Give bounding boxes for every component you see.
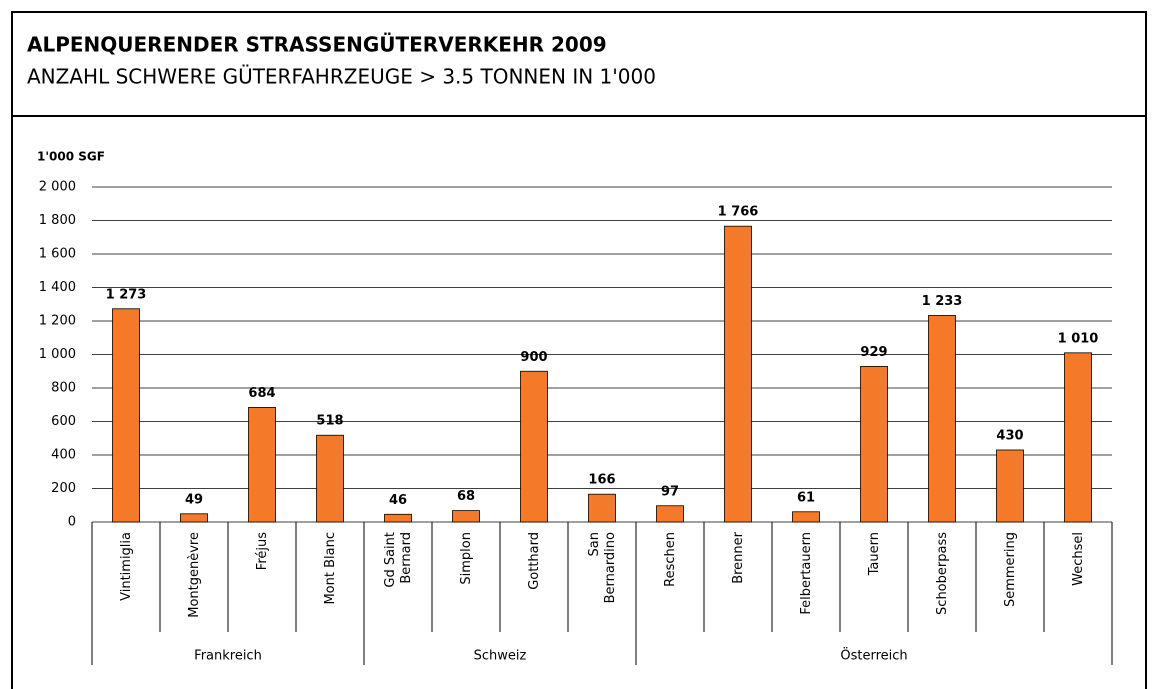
bar <box>996 449 1024 523</box>
y-tick-label: 1 200 <box>39 314 76 329</box>
x-tick-label: Vintimiglia <box>119 532 134 601</box>
y-tick-label: 0 <box>68 515 76 530</box>
y-tick-label: 1 600 <box>39 247 76 262</box>
value-label: 900 <box>520 350 547 365</box>
y-tick-label: 1 800 <box>39 213 76 228</box>
value-label: 1 273 <box>106 287 147 302</box>
y-tick-label: 600 <box>51 414 76 429</box>
value-label: 1 010 <box>1058 331 1099 346</box>
bar <box>1064 352 1092 523</box>
value-label: 430 <box>996 428 1023 443</box>
value-label: 1 766 <box>718 205 759 220</box>
x-tick-label: Gd SaintBernard <box>383 532 414 588</box>
bar <box>656 505 684 523</box>
x-tick-label: Semmering <box>1003 532 1018 607</box>
chart-subtitle: ANZAHL SCHWERE GÜTERFAHRZEUGE > 3.5 TONN… <box>27 65 656 89</box>
x-tick-label: Mont Blanc <box>323 532 338 605</box>
group-label: Schweiz <box>474 649 527 664</box>
bar <box>112 308 140 523</box>
y-tick-label: 200 <box>51 481 76 496</box>
y-tick-label: 2 000 <box>39 180 76 195</box>
bar <box>588 493 616 523</box>
frame <box>11 11 1147 689</box>
bar <box>452 510 480 523</box>
bar <box>724 225 752 523</box>
y-tick-label: 400 <box>51 448 76 463</box>
y-tick-label: 1 400 <box>39 280 76 295</box>
x-tick-label: Reschen <box>663 532 678 587</box>
value-label: 97 <box>661 484 679 499</box>
chart-title: ALPENQUERENDER STRASSENGÜTERVERKEHR 2009 <box>27 33 607 57</box>
bar <box>248 407 276 523</box>
y-tick-label: 1 000 <box>39 347 76 362</box>
bar <box>860 365 888 523</box>
bar <box>316 434 344 523</box>
x-tick-label: Montgenèvre <box>187 532 202 618</box>
value-label: 684 <box>248 386 275 401</box>
x-tick-label: Schoberpass <box>935 532 950 615</box>
value-label: 166 <box>588 473 615 488</box>
group-label: Österreich <box>840 647 907 664</box>
x-tick-label: Fréjus <box>255 532 270 570</box>
bar <box>180 513 208 523</box>
x-tick-label: Brenner <box>731 531 746 583</box>
x-tick-label: Tauern <box>867 532 882 576</box>
bar <box>792 511 820 523</box>
x-tick-label: Felbertauern <box>799 532 814 615</box>
x-tick-label: Simplon <box>459 532 474 585</box>
group-label: Frankreich <box>194 649 262 664</box>
value-label: 1 233 <box>922 294 963 309</box>
y-tick-label: 800 <box>51 381 76 396</box>
x-tick-label: Gotthard <box>527 532 542 590</box>
bar <box>520 370 548 523</box>
value-label: 49 <box>185 492 203 507</box>
x-tick-label: Wechsel <box>1071 532 1086 586</box>
value-label: 61 <box>797 490 815 505</box>
value-label: 929 <box>860 345 887 360</box>
value-label: 46 <box>389 493 407 508</box>
bar <box>384 513 412 523</box>
value-label: 518 <box>316 414 343 429</box>
bar <box>928 315 956 523</box>
value-label: 68 <box>457 489 475 504</box>
x-tick-label: SanBernardino <box>587 532 618 603</box>
y-axis-label: 1'000 SGF <box>37 150 105 164</box>
